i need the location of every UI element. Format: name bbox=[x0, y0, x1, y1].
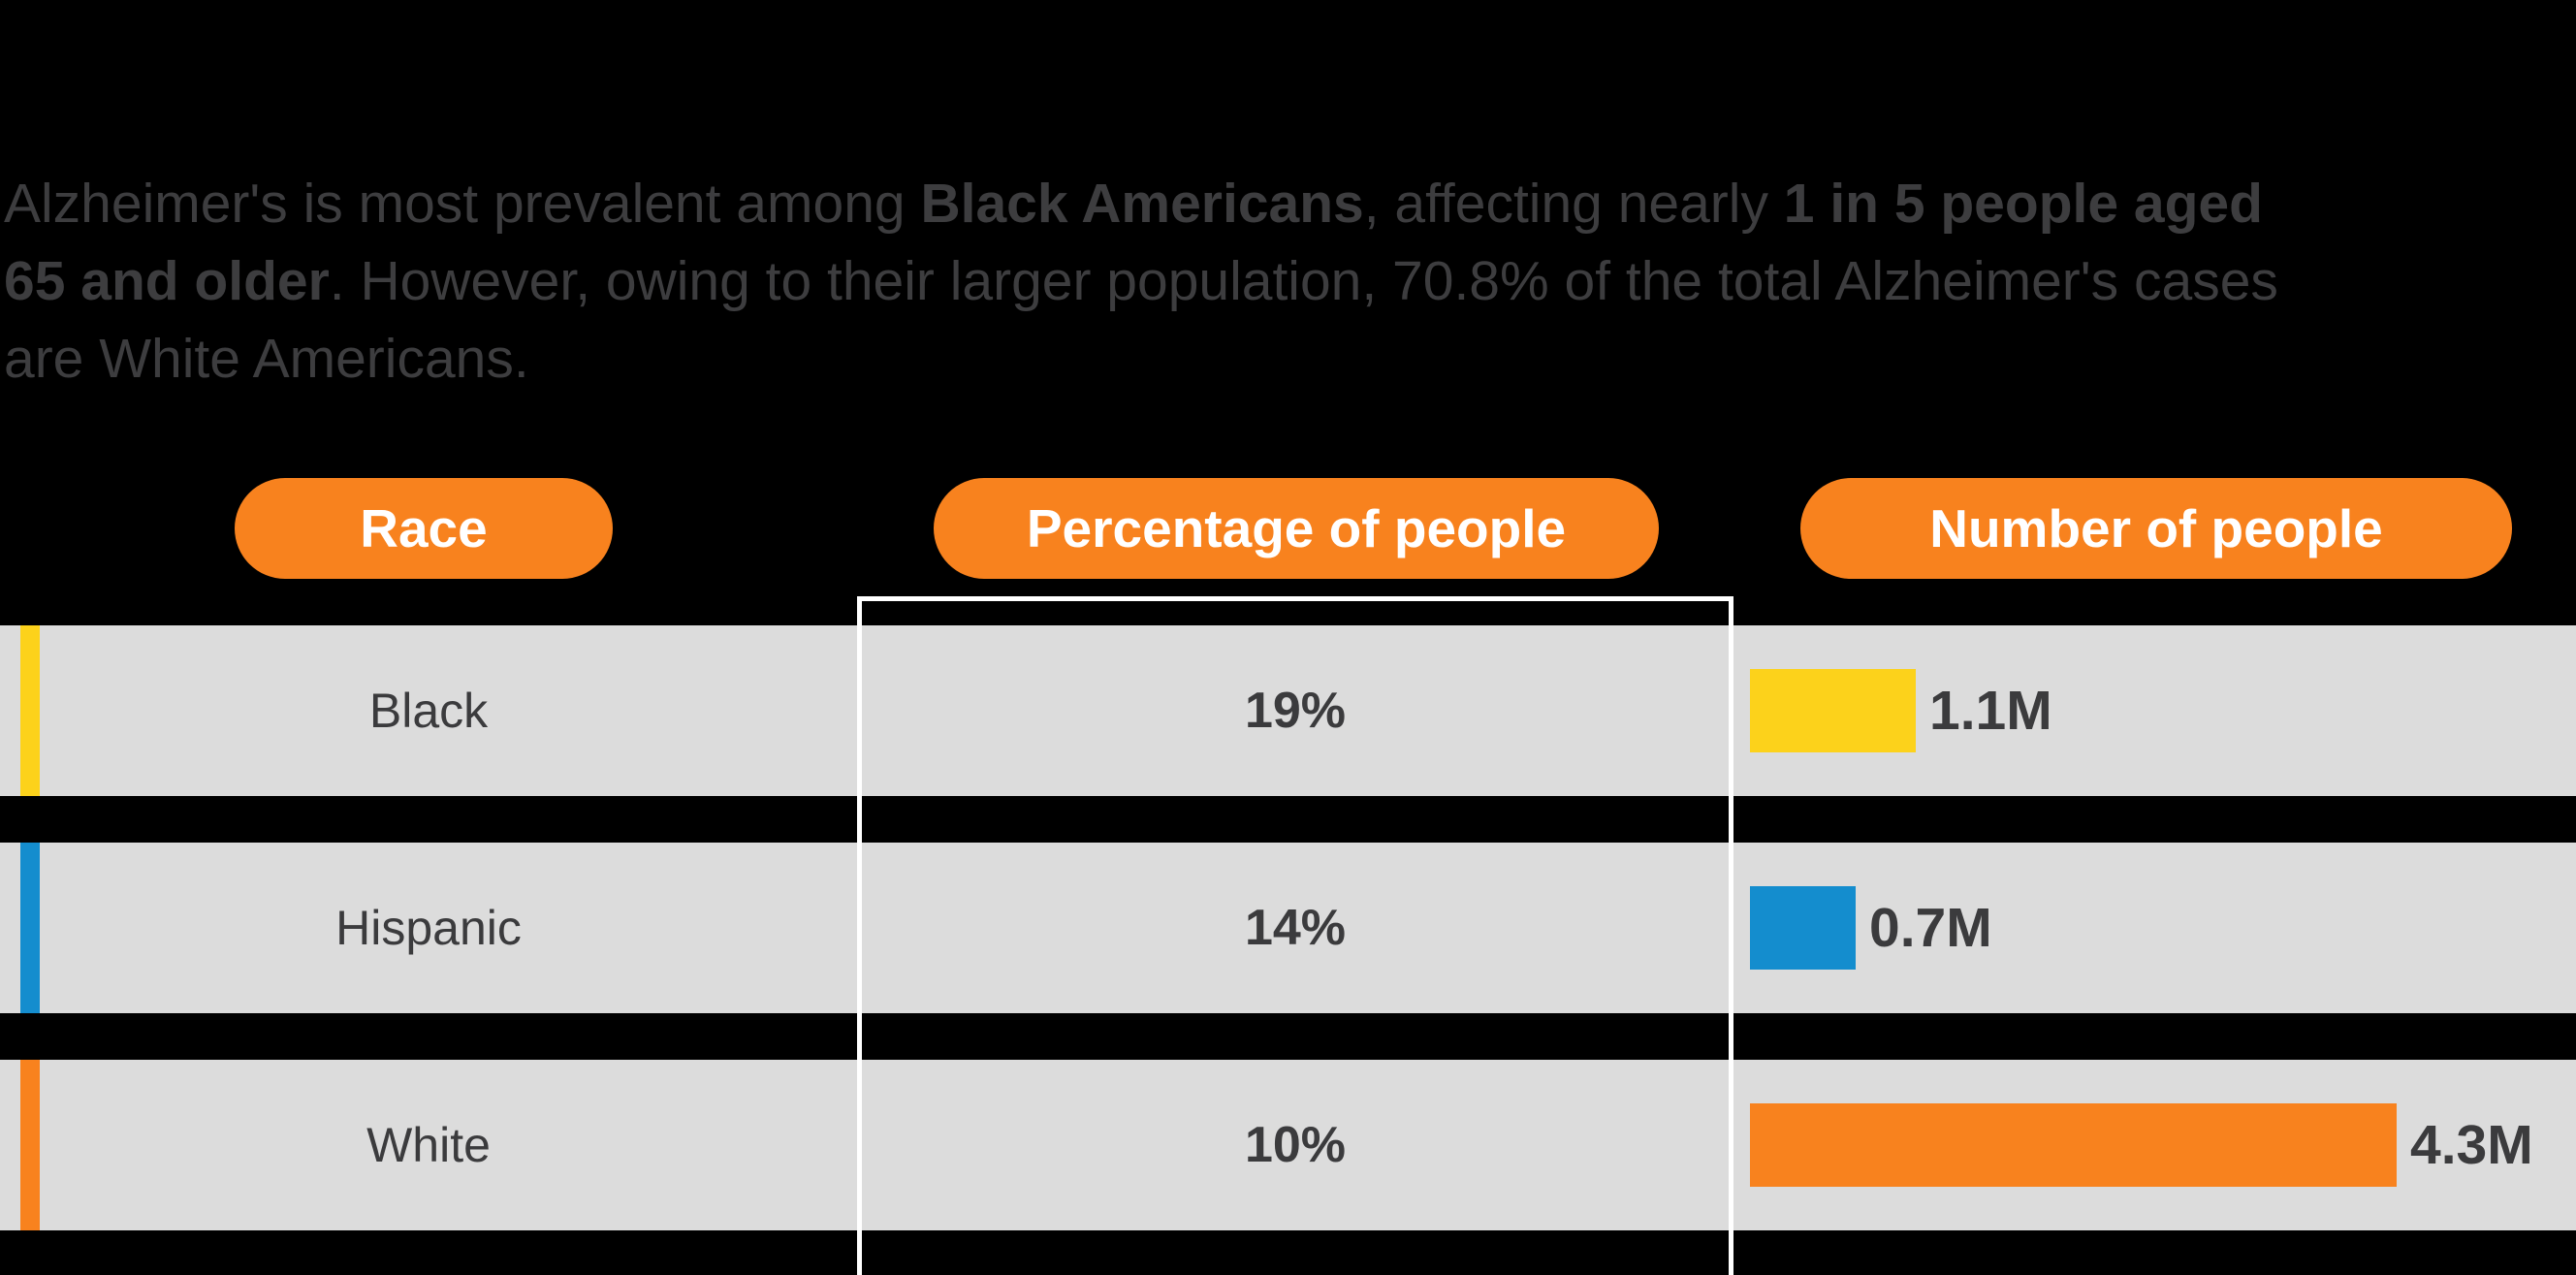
number-value: 0.7M bbox=[1869, 897, 1992, 959]
number-bar bbox=[1750, 669, 1916, 752]
intro-segment-bold: 1 in 5 people aged bbox=[1783, 173, 2263, 235]
intro-segment: , affecting nearly bbox=[1363, 173, 1784, 235]
intro-segment-bold: Black Americans bbox=[920, 173, 1364, 235]
intro-line: Alzheimer's is most prevalent among Blac… bbox=[4, 165, 2525, 242]
row-accent-stripe bbox=[20, 1060, 40, 1230]
table-row-white: White 10% 4.3M bbox=[0, 1060, 2576, 1230]
intro-text: Alzheimer's is most prevalent among Blac… bbox=[4, 165, 2525, 398]
percentage-value: 10% bbox=[1244, 1117, 1347, 1173]
number-value: 4.3M bbox=[2410, 1114, 2533, 1176]
table-row-hispanic: Hispanic 14% 0.7M bbox=[0, 843, 2576, 1013]
number-bar bbox=[1750, 1103, 2397, 1187]
race-label: Black bbox=[368, 684, 489, 738]
header-pill-race-label: Race bbox=[360, 498, 488, 558]
header-pill-race: Race bbox=[235, 478, 613, 579]
percentage-value: 19% bbox=[1244, 683, 1347, 739]
row-accent-stripe bbox=[20, 843, 40, 1013]
race-label: Hispanic bbox=[335, 901, 522, 955]
intro-segment: Alzheimer's is most prevalent among bbox=[4, 173, 921, 235]
number-bar bbox=[1750, 886, 1856, 970]
header-pill-percentage-label: Percentage of people bbox=[1026, 498, 1567, 558]
intro-line: are White Americans. bbox=[4, 320, 2525, 398]
row-accent-stripe bbox=[20, 625, 40, 796]
header-pill-percentage: Percentage of people bbox=[934, 478, 1659, 579]
header-pill-number-label: Number of people bbox=[1929, 498, 2383, 558]
intro-segment: are White Americans. bbox=[4, 328, 529, 390]
table-row-black: Black 19% 1.1M bbox=[0, 625, 2576, 796]
percentage-value: 14% bbox=[1244, 900, 1347, 956]
intro-line: 65 and older. However, owing to their la… bbox=[4, 242, 2525, 320]
intro-segment: . However, owing to their larger populat… bbox=[329, 250, 2278, 312]
number-value: 1.1M bbox=[1929, 680, 2052, 742]
intro-segment-bold: 65 and older bbox=[4, 250, 330, 312]
race-label: White bbox=[366, 1118, 491, 1172]
header-pill-number: Number of people bbox=[1800, 478, 2512, 579]
